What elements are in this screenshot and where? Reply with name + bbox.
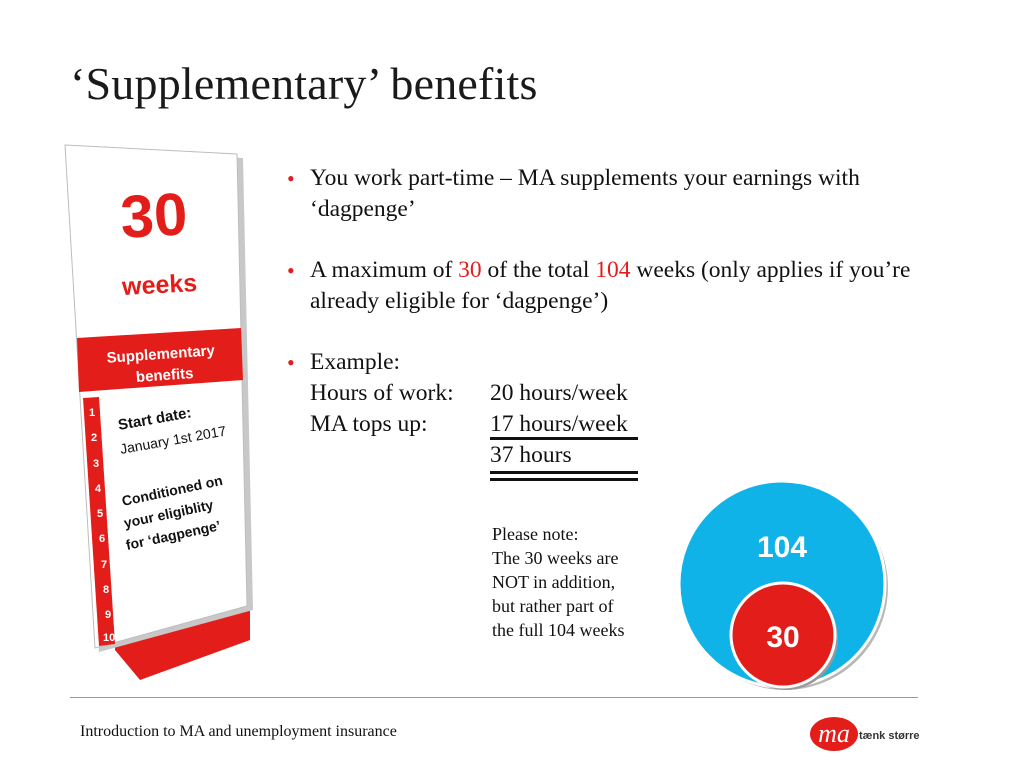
bullet-list: • You work part-time – MA supplements yo… xyxy=(287,163,967,501)
bullet-part-time: • You work part-time – MA supplements yo… xyxy=(287,163,967,225)
slide-title: ‘Supplementary’ benefits xyxy=(70,58,538,109)
bullet-text: You work part-time – MA supplements your… xyxy=(310,165,860,222)
example-row-label: Hours of work: xyxy=(310,380,454,406)
week-number: 5 xyxy=(97,508,103,520)
bullet-text-pre: A maximum of xyxy=(310,257,459,283)
supplementary-bookmark-graphic: 30 weeks Supplementary benefits Start da… xyxy=(64,144,253,680)
bookmark-banner xyxy=(77,328,243,392)
example-label: Example: xyxy=(310,349,401,375)
logo-text: ma xyxy=(818,719,850,748)
bullet-text-post: weeks (only applies if you’re already el… xyxy=(310,257,911,314)
bullet-dot-icon: • xyxy=(287,258,295,283)
bullet-maximum: • A maximum of 30 of the total 104 weeks… xyxy=(287,255,967,317)
bullet-example: • Example: Hours of work: 20 hours/week … xyxy=(287,347,967,471)
total-double-underline-top xyxy=(490,471,638,474)
highlight-104: 104 xyxy=(595,257,631,283)
bookmark-panel xyxy=(64,144,248,649)
week-number: 4 xyxy=(95,483,102,495)
example-calculation: Hours of work: 20 hours/week MA tops up:… xyxy=(310,378,967,471)
note-line: but rather part of xyxy=(492,596,614,616)
bookmark-week-numbers: 1 2 3 4 5 6 7 8 9 10 xyxy=(89,407,115,644)
logo-mark xyxy=(810,717,858,751)
outer-circle-label: 104 xyxy=(757,531,807,564)
week-number: 1 xyxy=(89,407,95,419)
sum-underline xyxy=(490,437,638,440)
highlight-30: 30 xyxy=(458,257,482,283)
bullet-dot-icon: • xyxy=(287,350,295,375)
please-note: Please note: The 30 weeks are NOT in add… xyxy=(492,522,672,642)
bookmark-unit: weeks xyxy=(120,269,197,301)
note-line: The 30 weeks are xyxy=(492,548,619,568)
logo-tagline: tænk større xyxy=(859,730,920,742)
bookmark-banner-line2: benefits xyxy=(135,365,194,386)
week-number: 6 xyxy=(99,533,105,545)
bookmark-number-strip xyxy=(83,397,115,646)
week-number: 8 xyxy=(103,584,109,596)
week-number: 2 xyxy=(91,432,97,444)
footer-text: Introduction to MA and unemployment insu… xyxy=(80,723,397,740)
footer-divider xyxy=(70,697,918,698)
note-line: NOT in addition, xyxy=(492,572,616,592)
nested-circles-diagram: 104 30 xyxy=(677,480,888,690)
total-double-underline-bottom xyxy=(490,478,638,481)
example-row-total: 37 hours xyxy=(310,440,967,471)
bookmark-number: 30 xyxy=(119,180,189,250)
example-total-value: 37 hours xyxy=(490,442,572,468)
ma-logo: ma xyxy=(810,717,858,751)
week-number: 10 xyxy=(103,632,115,644)
bullet-dot-icon: • xyxy=(287,166,295,191)
example-row-value: 17 hours/week xyxy=(490,411,628,437)
week-number: 3 xyxy=(93,458,99,470)
example-row-label: MA tops up: xyxy=(310,411,428,437)
note-line: Please note: xyxy=(492,524,579,544)
example-row: Hours of work: 20 hours/week xyxy=(310,378,967,409)
note-line: the full 104 weeks xyxy=(492,620,625,640)
inner-circle-30 xyxy=(729,581,837,689)
inner-circle-label: 30 xyxy=(766,621,799,654)
example-row-value: 20 hours/week xyxy=(490,380,628,406)
week-number: 7 xyxy=(101,559,107,571)
week-number: 9 xyxy=(105,609,111,621)
example-row: MA tops up: 17 hours/week xyxy=(310,409,967,440)
bullet-text-mid: of the total xyxy=(481,257,596,283)
